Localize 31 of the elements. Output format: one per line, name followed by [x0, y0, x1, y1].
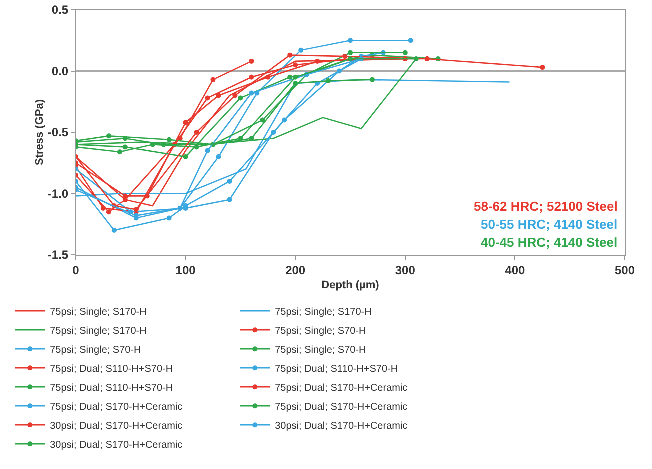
- legend-label: 75psi; Dual; S170-H+Ceramic: [275, 402, 408, 414]
- y-tick-label: 0.5: [52, 3, 69, 18]
- x-tick-label: 300: [395, 263, 416, 278]
- legend-label: 30psi; Dual; S170-H+Ceramic: [50, 421, 183, 432]
- legend-label: 75psi; Single; S170-H: [50, 307, 147, 318]
- annotation: 50-55 HRC; 4140 Steel: [481, 217, 618, 232]
- legend-label: 75psi; Dual; S110-H+S70-H: [50, 364, 174, 376]
- x-tick-label: 400: [505, 263, 526, 278]
- legend-label: 75psi; Single; S170-H: [50, 326, 147, 338]
- x-tick-label: 500: [614, 263, 636, 278]
- legend-label: 75psi; Single; S70-H: [50, 345, 142, 356]
- y-tick-label: 0.0: [52, 64, 69, 78]
- x-tick-label: 100: [176, 263, 196, 278]
- legend-label: 30psi; Dual; S170-H+Ceramic: [275, 421, 408, 432]
- legend-label: 75psi; Dual; S110-H+S70-H: [50, 383, 174, 394]
- y-tick-label: -0.5: [48, 126, 69, 140]
- legend-label: 75psi; Single; S170-H: [275, 307, 372, 318]
- legend-label: 75psi; Single; S70-H: [275, 345, 366, 356]
- y-axis-title: Stress (GPa): [34, 99, 46, 166]
- legend-label: 75psi; Single; S70-H: [275, 326, 366, 338]
- legend-label: 75psi; Dual; S110-H+S70-H: [275, 364, 398, 376]
- x-axis-title: Depth (µm): [322, 280, 380, 292]
- legend-label: 75psi; Dual; S170-H+Ceramic: [50, 402, 183, 414]
- y-tick-label: -1.0: [48, 186, 69, 201]
- legend-label: 30psi; Dual; S170-H+Ceramic: [50, 440, 183, 452]
- annotation: 40-45 HRC; 4140 Steel: [481, 235, 618, 250]
- y-tick-label: -1.5: [48, 248, 69, 262]
- legend-label: 75psi; Dual; S170-H+Ceramic: [275, 383, 408, 394]
- x-tick-label: 200: [286, 263, 306, 278]
- x-tick-label: 0: [72, 263, 80, 278]
- annotation: 58-62 HRC; 52100 Steel: [474, 199, 618, 214]
